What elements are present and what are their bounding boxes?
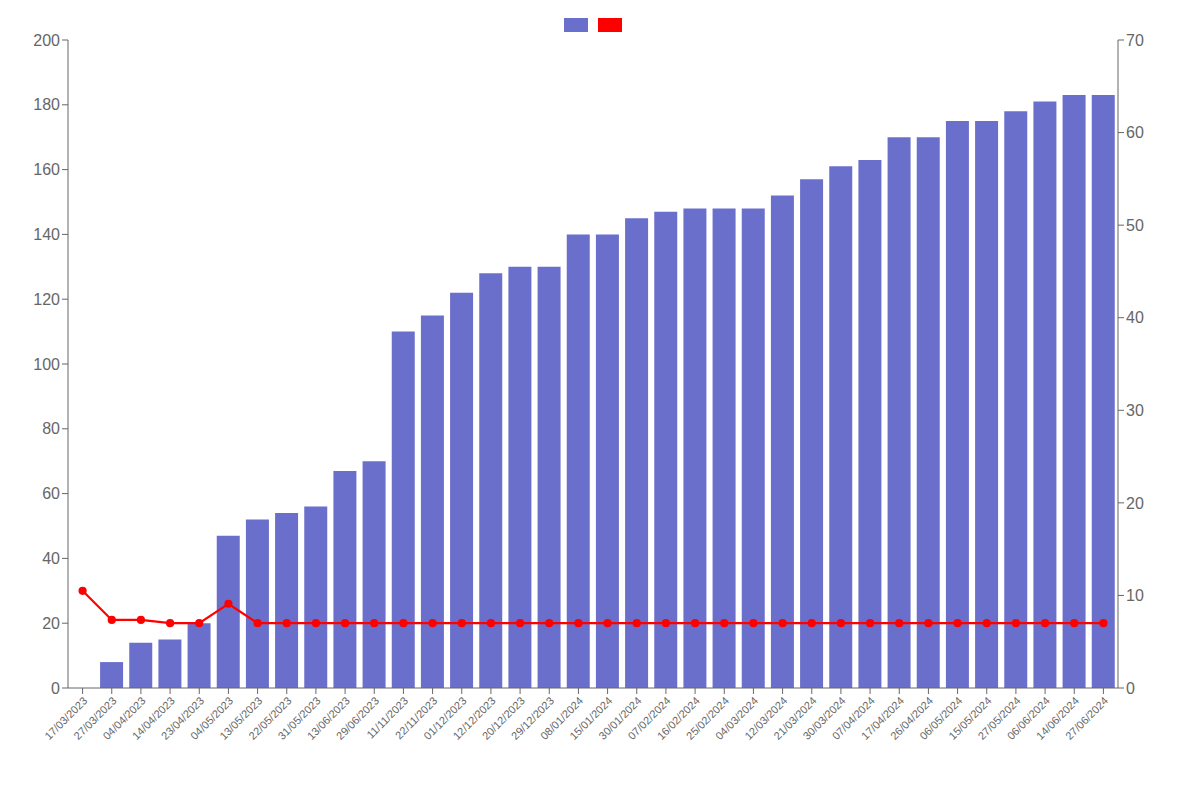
- svg-text:22/11/2023: 22/11/2023: [392, 694, 440, 742]
- svg-text:13/05/2023: 13/05/2023: [217, 694, 265, 742]
- svg-text:17/03/2023: 17/03/2023: [42, 694, 90, 742]
- svg-text:07/02/2024: 07/02/2024: [625, 694, 673, 742]
- svg-text:16/02/2024: 16/02/2024: [654, 694, 702, 742]
- svg-text:100: 100: [33, 356, 60, 373]
- svg-text:30/01/2024: 30/01/2024: [596, 694, 644, 742]
- svg-text:08/01/2024: 08/01/2024: [537, 694, 586, 742]
- svg-text:15/01/2024: 15/01/2024: [567, 694, 615, 742]
- svg-text:04/04/2023: 04/04/2023: [100, 694, 148, 742]
- svg-text:04/05/2023: 04/05/2023: [187, 694, 236, 742]
- svg-text:25/02/2024: 25/02/2024: [683, 694, 732, 742]
- svg-text:120: 120: [33, 291, 60, 308]
- svg-text:06/05/2024: 06/05/2024: [917, 694, 965, 742]
- svg-text:30/03/2024: 30/03/2024: [800, 694, 848, 742]
- svg-text:140: 140: [33, 226, 60, 243]
- svg-text:01/12/2023: 01/12/2023: [421, 694, 469, 742]
- svg-text:40: 40: [42, 550, 60, 567]
- svg-text:04/03/2024: 04/03/2024: [712, 694, 761, 742]
- svg-text:21/03/2024: 21/03/2024: [771, 694, 819, 742]
- svg-text:80: 80: [42, 420, 60, 437]
- svg-text:27/06/2024: 27/06/2024: [1063, 694, 1110, 741]
- svg-text:60: 60: [1126, 124, 1144, 141]
- svg-text:29/06/2023: 29/06/2023: [333, 694, 382, 742]
- svg-text:20/12/2023: 20/12/2023: [479, 694, 527, 742]
- svg-text:10: 10: [1126, 587, 1144, 604]
- svg-text:60: 60: [42, 485, 60, 502]
- svg-text:27/05/2024: 27/05/2024: [975, 694, 1023, 742]
- svg-text:20: 20: [42, 615, 60, 632]
- svg-text:12/12/2023: 12/12/2023: [450, 694, 498, 742]
- svg-text:14/04/2023: 14/04/2023: [129, 694, 177, 742]
- svg-text:26/04/2024: 26/04/2024: [887, 694, 936, 742]
- svg-text:50: 50: [1126, 217, 1144, 234]
- svg-text:11/11/2023: 11/11/2023: [364, 694, 411, 741]
- svg-text:14/06/2024: 14/06/2024: [1033, 694, 1082, 742]
- svg-text:0: 0: [1126, 680, 1135, 697]
- svg-text:20: 20: [1126, 495, 1144, 512]
- svg-text:06/06/2024: 06/06/2024: [1004, 694, 1052, 742]
- svg-text:40: 40: [1126, 309, 1144, 326]
- svg-text:70: 70: [1126, 32, 1144, 49]
- svg-text:160: 160: [33, 161, 60, 178]
- svg-text:15/05/2024: 15/05/2024: [946, 694, 994, 742]
- svg-text:0: 0: [51, 680, 60, 697]
- svg-text:180: 180: [33, 96, 60, 113]
- svg-text:22/05/2023: 22/05/2023: [246, 694, 294, 742]
- svg-text:23/04/2023: 23/04/2023: [158, 694, 207, 742]
- svg-text:30: 30: [1126, 402, 1144, 419]
- svg-text:31/05/2023: 31/05/2023: [275, 694, 323, 742]
- svg-text:27/03/2023: 27/03/2023: [71, 694, 119, 742]
- svg-text:17/04/2024: 17/04/2024: [858, 694, 907, 742]
- svg-text:07/04/2024: 07/04/2024: [829, 694, 877, 742]
- svg-text:12/03/2024: 12/03/2024: [742, 694, 790, 742]
- svg-text:200: 200: [33, 32, 60, 49]
- svg-text:13/06/2023: 13/06/2023: [304, 694, 352, 742]
- svg-text:29/12/2023: 29/12/2023: [508, 694, 557, 742]
